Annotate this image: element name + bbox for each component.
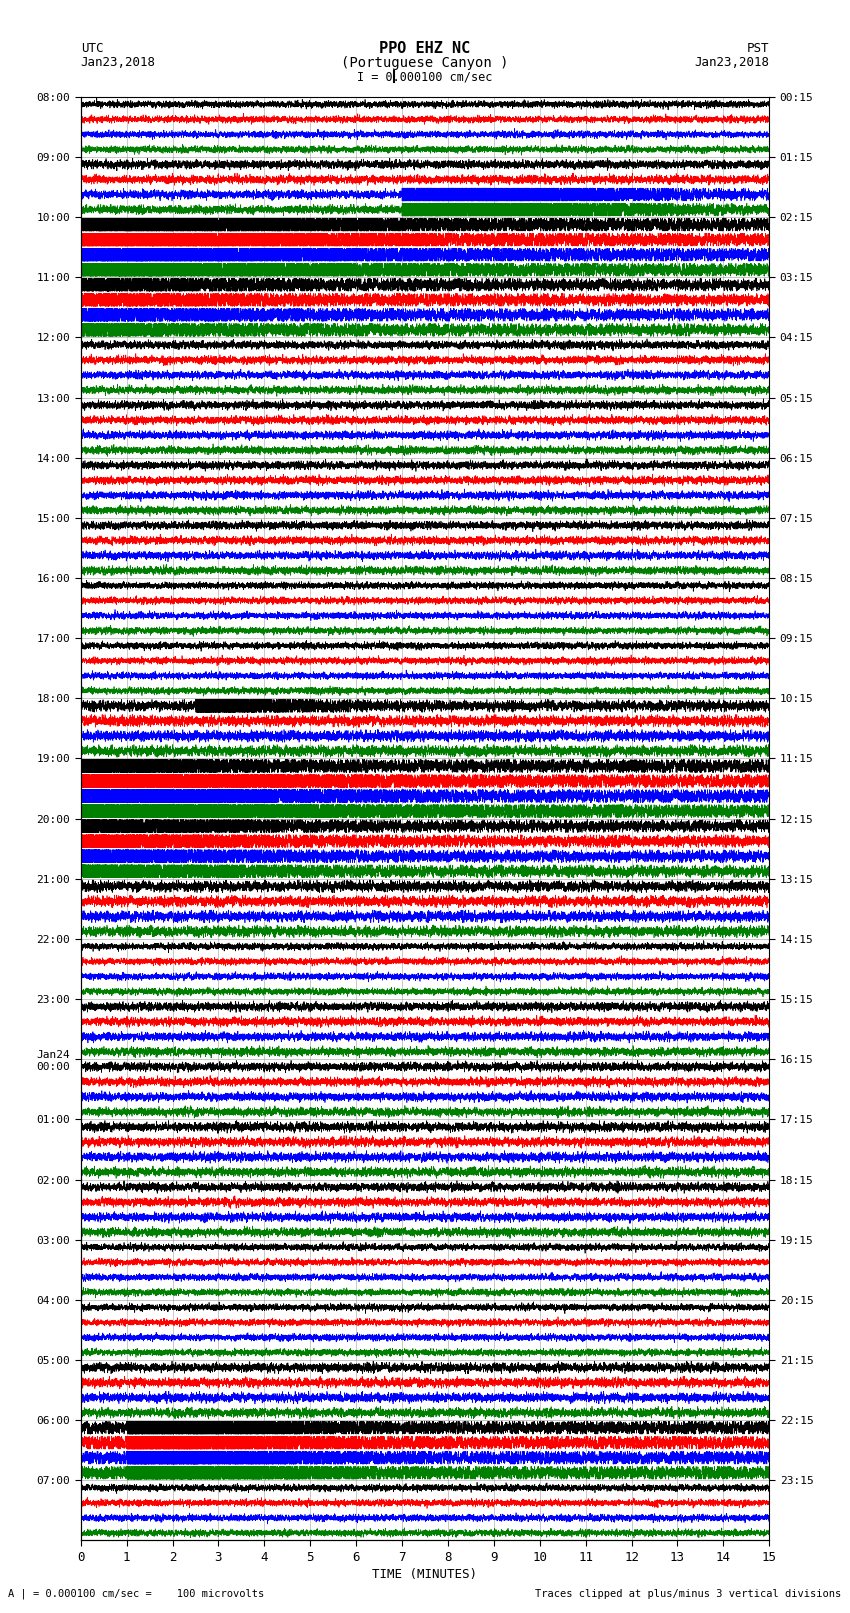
X-axis label: TIME (MINUTES): TIME (MINUTES)	[372, 1568, 478, 1581]
Text: UTC: UTC	[81, 42, 103, 55]
Text: (Portuguese Canyon ): (Portuguese Canyon )	[341, 56, 509, 69]
Text: I = 0.000100 cm/sec: I = 0.000100 cm/sec	[357, 71, 493, 84]
Text: Jan23,2018: Jan23,2018	[694, 56, 769, 69]
Text: PST: PST	[747, 42, 769, 55]
Text: A | = 0.000100 cm/sec =    100 microvolts: A | = 0.000100 cm/sec = 100 microvolts	[8, 1589, 264, 1598]
Text: Jan23,2018: Jan23,2018	[81, 56, 156, 69]
Text: PPO EHZ NC: PPO EHZ NC	[379, 40, 471, 56]
Text: Traces clipped at plus/minus 3 vertical divisions: Traces clipped at plus/minus 3 vertical …	[536, 1589, 842, 1598]
